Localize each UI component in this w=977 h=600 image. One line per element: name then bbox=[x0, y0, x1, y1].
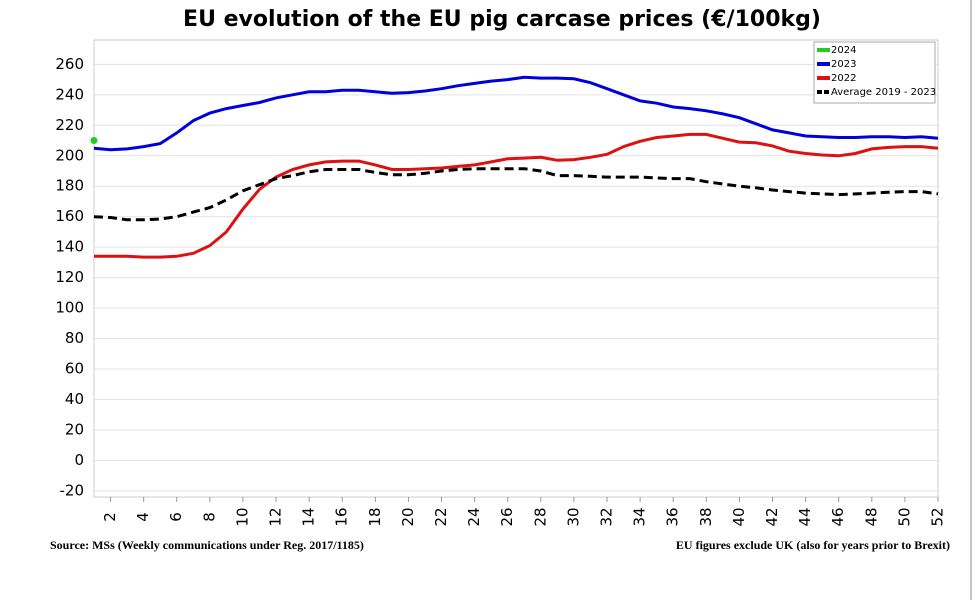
legend-label: 2023 bbox=[831, 59, 856, 70]
y-tick-label: 20 bbox=[65, 420, 84, 438]
x-tick-label: 20 bbox=[399, 507, 417, 526]
y-tick-label: 0 bbox=[74, 451, 84, 469]
x-tick-label: 18 bbox=[366, 507, 384, 526]
x-tick-label: 38 bbox=[697, 507, 715, 526]
series-line bbox=[93, 167, 939, 222]
chart-title: EU evolution of the EU pig carcase price… bbox=[183, 7, 821, 32]
x-tick-label: 10 bbox=[233, 507, 251, 526]
y-tick-label: 140 bbox=[55, 238, 84, 256]
y-tick-label: 180 bbox=[55, 177, 84, 195]
x-tick-label: 8 bbox=[200, 512, 218, 522]
y-tick-label: 160 bbox=[55, 207, 84, 225]
y-tick-label: 240 bbox=[55, 85, 84, 103]
x-tick-label: 28 bbox=[531, 507, 549, 526]
legend-label: 2022 bbox=[831, 73, 856, 84]
x-tick-label: 44 bbox=[796, 507, 814, 526]
x-tick-label: 42 bbox=[763, 507, 781, 526]
legend-label: 2024 bbox=[831, 45, 856, 56]
x-tick-label: 22 bbox=[432, 507, 450, 526]
y-tick-label: 200 bbox=[55, 146, 84, 164]
data-point bbox=[90, 137, 98, 145]
x-tick-label: 6 bbox=[167, 512, 185, 522]
x-tick-label: 36 bbox=[664, 507, 682, 526]
x-tick-label: 16 bbox=[333, 507, 351, 526]
y-tick-label: 120 bbox=[55, 268, 84, 286]
x-tick-label: 4 bbox=[134, 512, 152, 522]
series-line bbox=[94, 132, 939, 259]
series-line bbox=[93, 75, 939, 152]
x-tick-label: 48 bbox=[862, 507, 880, 526]
plot-area bbox=[93, 39, 939, 498]
y-tick-label: 220 bbox=[55, 116, 84, 134]
y-tick-label: -20 bbox=[60, 481, 85, 499]
source-note: Source: MSs (Weekly communications under… bbox=[50, 538, 364, 552]
x-tick-label: 14 bbox=[300, 507, 318, 526]
footnote: EU figures exclude UK (also for years pr… bbox=[676, 538, 950, 552]
y-tick-label: 40 bbox=[65, 390, 84, 408]
y-tick-label: 80 bbox=[65, 329, 84, 347]
x-tick-label: 2 bbox=[101, 512, 119, 522]
x-tick-label: 32 bbox=[598, 507, 616, 526]
x-tick-label: 24 bbox=[465, 507, 483, 526]
y-tick-label: 100 bbox=[55, 299, 84, 317]
x-tick-label: 46 bbox=[829, 507, 847, 526]
x-tick-label: 50 bbox=[895, 507, 913, 526]
legend-box bbox=[813, 41, 936, 104]
x-tick-label: 34 bbox=[631, 507, 649, 526]
y-tick-label: 60 bbox=[65, 360, 84, 378]
x-tick-label: 26 bbox=[498, 507, 516, 526]
y-tick-label: 260 bbox=[55, 55, 84, 73]
x-tick-label: 30 bbox=[564, 507, 582, 526]
x-tick-label: 40 bbox=[730, 507, 748, 526]
x-tick-label: 52 bbox=[929, 507, 947, 526]
x-tick-label: 12 bbox=[267, 507, 285, 526]
legend-label: Average 2019 - 2023 bbox=[831, 87, 936, 98]
